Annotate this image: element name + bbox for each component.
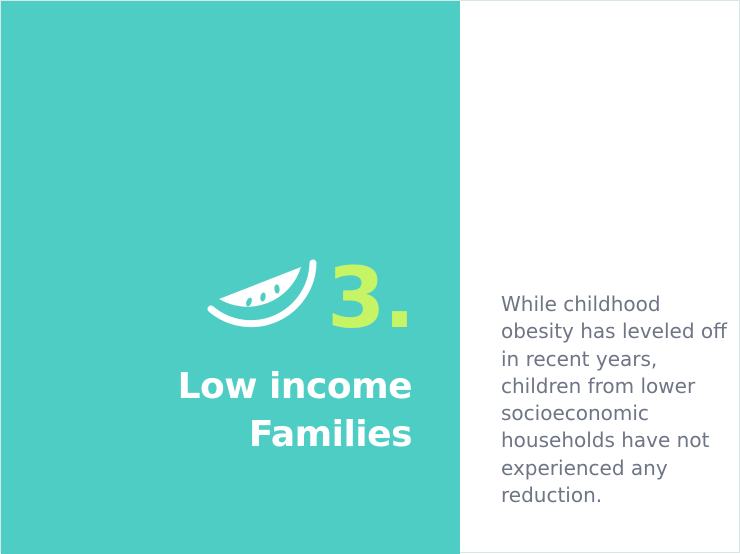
step-number: 3. — [327, 249, 415, 347]
title-line-1: Low income — [177, 366, 413, 407]
body-text: While childhood obesity has leveled off … — [501, 292, 727, 508]
title-line-2: Families — [248, 414, 413, 455]
teal-panel: 3. Low income Families — [1, 1, 460, 554]
watermelon-slice-icon — [205, 257, 323, 349]
slide-title: Low income Families — [52, 363, 413, 459]
